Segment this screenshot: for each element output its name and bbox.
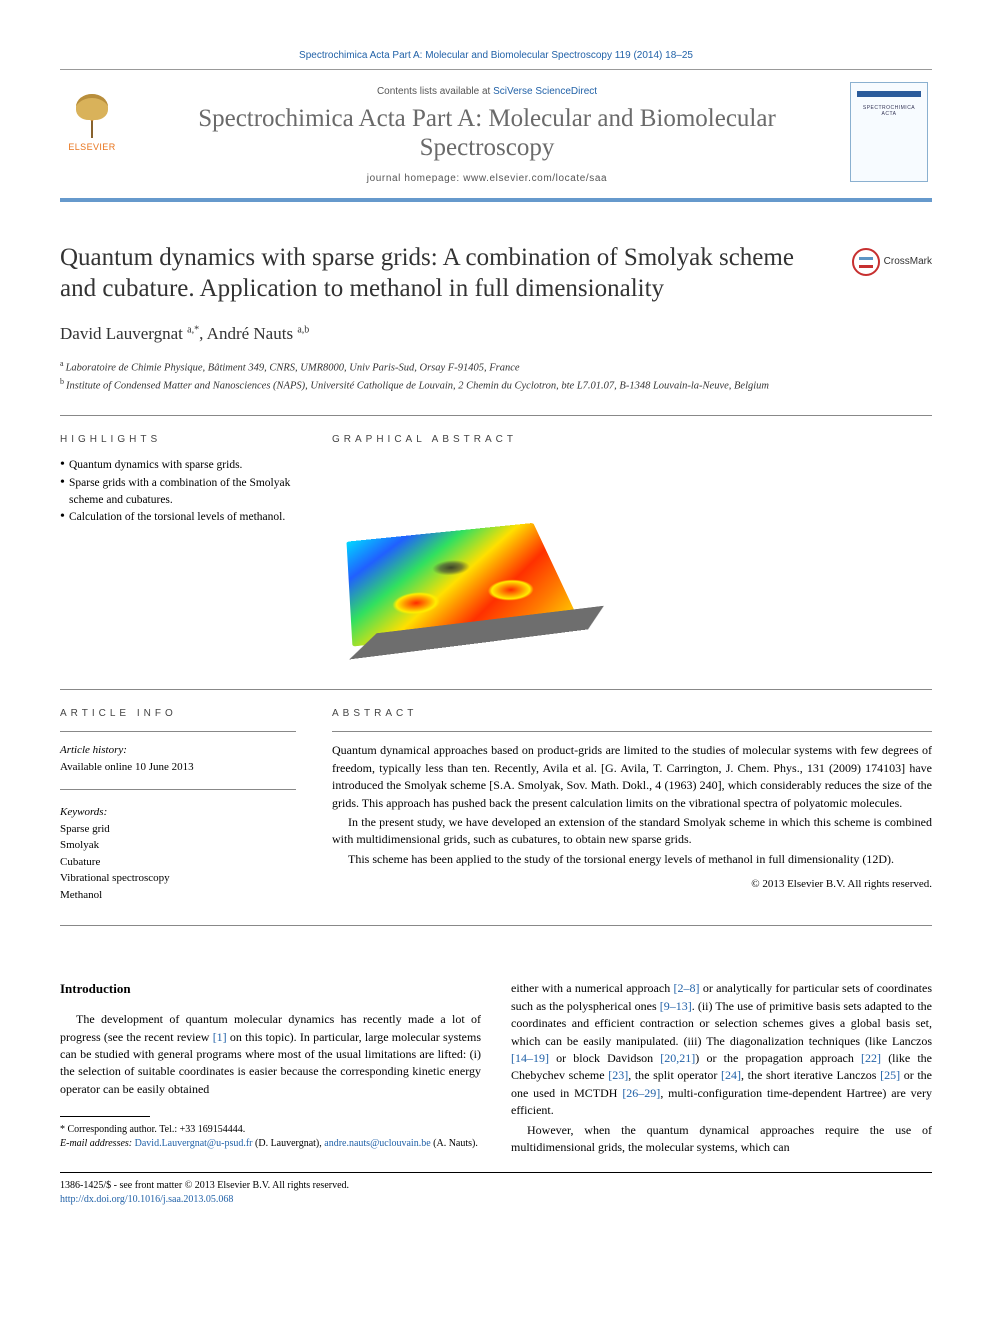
contents-prefix: Contents lists available at: [377, 86, 493, 97]
footnote-rule: [60, 1116, 150, 1117]
info-abstract-row: ARTICLE INFO Article history: Available …: [60, 708, 932, 903]
keywords-block: Keywords: Sparse gridSmolyakCubatureVibr…: [60, 804, 296, 903]
article-info-heading: ARTICLE INFO: [60, 708, 296, 719]
footer-copyright: 1386-1425/$ - see front matter © 2013 El…: [60, 1179, 932, 1193]
footer-rule: [60, 1172, 932, 1173]
ref-link[interactable]: [20,21]: [660, 1051, 695, 1065]
citation-link[interactable]: Spectrochimica Acta Part A: Molecular an…: [299, 50, 693, 61]
header-center: Contents lists available at SciVerse Sci…: [138, 82, 836, 198]
homepage-line: journal homepage: www.elsevier.com/locat…: [138, 173, 836, 184]
highlight-item: Calculation of the torsional levels of m…: [60, 509, 296, 526]
affiliations: aLaboratoire de Chimie Physique, Bâtimen…: [60, 358, 932, 393]
email-link[interactable]: David.Lauvergnat@u-psud.fr: [135, 1138, 253, 1149]
keyword: Methanol: [60, 887, 296, 904]
article-history-line: Available online 10 June 2013: [60, 759, 296, 776]
abstract-heading: ABSTRACT: [332, 708, 932, 719]
body-columns: Introduction The development of quantum …: [60, 980, 932, 1156]
header-citation: Spectrochimica Acta Part A: Molecular an…: [60, 50, 932, 61]
doi-link[interactable]: http://dx.doi.org/10.1016/j.saa.2013.05.…: [60, 1194, 233, 1205]
graphical-heading: GRAPHICAL ABSTRACT: [332, 434, 932, 445]
ref-link[interactable]: [1]: [213, 1030, 227, 1044]
introduction-heading: Introduction: [60, 980, 481, 999]
ref-link[interactable]: [14–19]: [511, 1051, 549, 1065]
body-paragraph: either with a numerical approach [2–8] o…: [511, 980, 932, 1119]
ref-link[interactable]: [24]: [721, 1068, 741, 1082]
article-info: Article history: Available online 10 Jun…: [60, 742, 296, 775]
ref-link[interactable]: [26–29]: [622, 1086, 660, 1100]
article-title: Quantum dynamics with sparse grids: A co…: [60, 242, 832, 305]
keywords-heading: Keywords:: [60, 804, 296, 821]
ref-link[interactable]: [9–13]: [660, 999, 692, 1013]
contents-line: Contents lists available at SciVerse Sci…: [138, 86, 836, 97]
title-row: Quantum dynamics with sparse grids: A co…: [60, 242, 932, 305]
keyword: Smolyak: [60, 837, 296, 854]
homepage-url[interactable]: www.elsevier.com/locate/saa: [463, 173, 607, 184]
authors: David Lauvergnat a,*, André Nauts a,b: [60, 324, 932, 344]
abstract-copyright: © 2013 Elsevier B.V. All rights reserved…: [332, 878, 932, 890]
abstract-paragraph: This scheme has been applied to the stud…: [332, 851, 932, 868]
affiliation: aLaboratoire de Chimie Physique, Bâtimen…: [60, 358, 932, 376]
footnote-block: * Corresponding author. Tel.: +33 169154…: [60, 1116, 481, 1151]
affiliation: bInstitute of Condensed Matter and Nanos…: [60, 376, 932, 394]
highlight-item: Sparse grids with a combination of the S…: [60, 475, 296, 508]
crossmark-badge[interactable]: CrossMark: [852, 248, 932, 276]
ref-link[interactable]: [23]: [608, 1068, 628, 1082]
elsevier-label: ELSEVIER: [68, 142, 115, 152]
highlights-col: HIGHLIGHTS Quantum dynamics with sparse …: [60, 434, 296, 667]
article-info-col: ARTICLE INFO Article history: Available …: [60, 708, 296, 903]
graphical-abstract-image: [346, 523, 578, 647]
divider: [60, 789, 296, 790]
divider: [60, 731, 296, 732]
elsevier-tree-icon: [68, 90, 116, 138]
ref-link[interactable]: [2–8]: [674, 981, 700, 995]
footer: 1386-1425/$ - see front matter © 2013 El…: [60, 1179, 932, 1207]
homepage-prefix: journal homepage:: [367, 173, 463, 184]
footnotes: * Corresponding author. Tel.: +33 169154…: [60, 1123, 481, 1151]
abstract-paragraph: Quantum dynamical approaches based on pr…: [332, 742, 932, 812]
journal-cover-thumbnail[interactable]: [850, 82, 928, 182]
keyword: Cubature: [60, 854, 296, 871]
sciencedirect-link[interactable]: SciVerse ScienceDirect: [493, 86, 597, 97]
highlights-heading: HIGHLIGHTS: [60, 434, 296, 445]
abstract-body: Quantum dynamical approaches based on pr…: [332, 742, 932, 868]
keyword: Vibrational spectroscopy: [60, 870, 296, 887]
divider: [60, 925, 932, 926]
journal-name: Spectrochimica Acta Part A: Molecular an…: [138, 105, 836, 163]
elsevier-logo[interactable]: ELSEVIER: [60, 82, 124, 158]
graphical-abstract-wrap: [332, 457, 932, 667]
graphical-col: GRAPHICAL ABSTRACT: [332, 434, 932, 667]
abstract-col: ABSTRACT Quantum dynamical approaches ba…: [332, 708, 932, 903]
ref-link[interactable]: [25]: [880, 1068, 900, 1082]
body-paragraph: However, when the quantum dynamical appr…: [511, 1122, 932, 1157]
divider: [60, 415, 932, 416]
email-line: E-mail addresses: David.Lauvergnat@u-psu…: [60, 1137, 481, 1151]
highlight-item: Quantum dynamics with sparse grids.: [60, 457, 296, 474]
crossmark-label: CrossMark: [884, 256, 932, 267]
keywords-list: Sparse gridSmolyakCubatureVibrational sp…: [60, 821, 296, 904]
body-paragraph: The development of quantum molecular dyn…: [60, 1011, 481, 1098]
highlights-row: HIGHLIGHTS Quantum dynamics with sparse …: [60, 434, 932, 667]
abstract-paragraph: In the present study, we have developed …: [332, 814, 932, 849]
divider: [332, 731, 932, 732]
article-history-heading: Article history:: [60, 742, 296, 759]
email-link[interactable]: andre.nauts@uclouvain.be: [324, 1138, 430, 1149]
divider: [60, 689, 932, 690]
highlights-list: Quantum dynamics with sparse grids.Spars…: [60, 457, 296, 526]
page: Spectrochimica Acta Part A: Molecular an…: [0, 0, 992, 1247]
crossmark-icon: [852, 248, 880, 276]
corresponding-author: * Corresponding author. Tel.: +33 169154…: [60, 1123, 481, 1137]
keyword: Sparse grid: [60, 821, 296, 838]
ref-link[interactable]: [22]: [861, 1051, 881, 1065]
journal-header: ELSEVIER Contents lists available at Sci…: [60, 69, 932, 202]
